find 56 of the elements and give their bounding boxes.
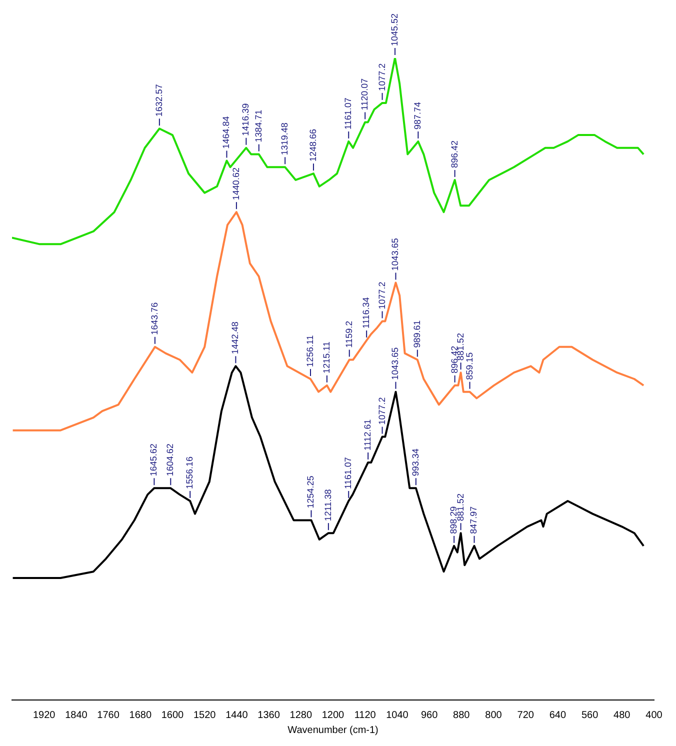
- annotation: 1120.07: [360, 78, 370, 110]
- x-tick-label: 1520: [193, 710, 216, 721]
- annotation: 993.34: [410, 448, 420, 476]
- x-tick-label: 800: [485, 710, 502, 721]
- annotation: 1556.16: [184, 456, 195, 489]
- x-tick-label: 400: [646, 710, 663, 721]
- x-tick-label: 960: [420, 710, 438, 721]
- x-tick-label: 1360: [258, 710, 280, 721]
- annotation: 1248.66: [308, 129, 318, 162]
- annotation: 1159.2: [344, 320, 354, 348]
- annotation: 847.97: [468, 506, 479, 534]
- annotation: 1254.25: [306, 476, 316, 508]
- annotation: 896.42: [449, 140, 460, 168]
- annotation: 1384.71: [253, 110, 264, 142]
- annotation: 1161.07: [343, 457, 354, 489]
- x-tick-label: 480: [614, 710, 631, 721]
- annotation: 1604.62: [165, 444, 176, 476]
- annotation: 1442.48: [230, 322, 240, 354]
- annotation: 1645.62: [148, 444, 159, 476]
- x-tick-label: 1600: [161, 710, 184, 721]
- annotation: 1045.52: [389, 13, 400, 46]
- annotation: 1077.2: [376, 397, 387, 425]
- x-tick-label: 1920: [32, 710, 56, 721]
- x-tick-label: 1120: [354, 710, 376, 721]
- annotation: 1440.62: [230, 168, 241, 200]
- x-tick-label: 1680: [129, 710, 152, 721]
- x-tick-label: 1280: [290, 710, 312, 721]
- annotation: 1043.65: [390, 238, 400, 271]
- x-tick-label: 640: [549, 710, 566, 721]
- x-tick-label: 1840: [65, 710, 88, 721]
- annotation: 881.52: [455, 494, 466, 522]
- annotation: 859.15: [464, 352, 474, 380]
- x-tick-label: 880: [453, 710, 470, 721]
- annotation: 1215.11: [321, 342, 332, 374]
- x-tick-label: 1440: [226, 710, 248, 721]
- annotation: 989.61: [412, 320, 422, 348]
- annotation: 1643.76: [149, 302, 160, 335]
- x-axis-title: Wavenumber (cm-1): [288, 724, 378, 736]
- annotation: 1043.65: [390, 347, 400, 380]
- annotation: 1116.34: [361, 297, 372, 328]
- x-tick-label: 560: [581, 710, 599, 721]
- annotation: 1211.38: [322, 489, 333, 522]
- x-tick-label: 1760: [97, 710, 120, 721]
- annotation: 1161.07: [343, 98, 354, 130]
- annotation: 1464.84: [221, 116, 232, 149]
- annotation: 1256.11: [304, 335, 315, 367]
- annotation: 1077.2: [376, 282, 387, 310]
- annotation: 987.74: [412, 102, 423, 130]
- annotation: 1319.48: [280, 122, 290, 156]
- annotation: 1112.61: [362, 419, 373, 450]
- x-tick-label: 1200: [322, 710, 345, 721]
- x-tick-label: 720: [517, 710, 534, 721]
- annotation: 1416.39: [240, 103, 251, 136]
- annotation: 1077.2: [376, 63, 387, 91]
- x-tick-label: 1040: [386, 710, 409, 721]
- annotation: 1632.57: [154, 84, 164, 117]
